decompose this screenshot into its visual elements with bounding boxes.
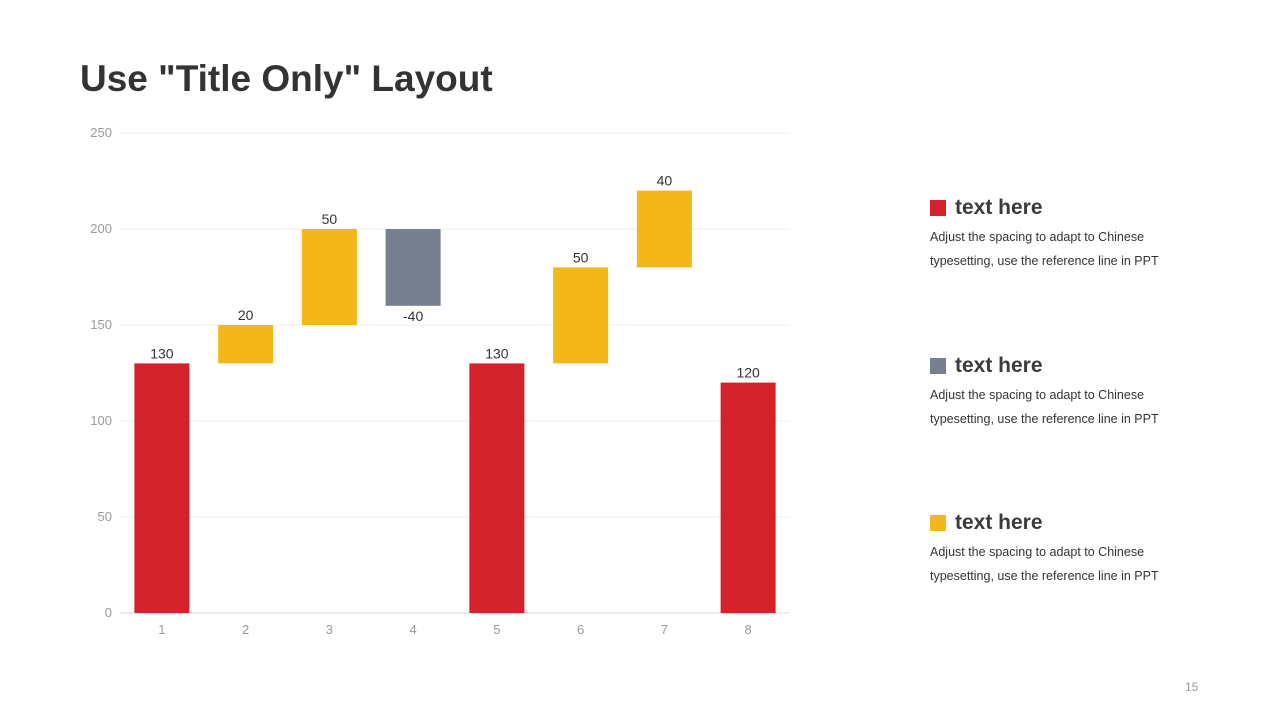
data-label: 50 xyxy=(573,249,589,265)
bar-total xyxy=(134,363,190,613)
legend-description: Adjust the spacing to adapt to Chinese t… xyxy=(930,230,1159,268)
slide-title: Use "Title Only" Layout xyxy=(80,58,493,99)
legend-swatch-yellow xyxy=(930,515,946,531)
y-tick-label: 100 xyxy=(90,413,112,428)
y-tick-label: 150 xyxy=(90,317,112,332)
y-tick-label: 200 xyxy=(90,221,112,236)
bar-increase xyxy=(636,190,692,268)
y-tick-label: 250 xyxy=(90,125,112,140)
x-tick-label: 7 xyxy=(661,622,668,637)
waterfall-chart: 0501001502002501301202503-40413055064071… xyxy=(90,125,790,637)
bar-decrease xyxy=(385,229,441,306)
x-tick-label: 4 xyxy=(410,622,417,637)
y-tick-label: 0 xyxy=(105,605,112,620)
legend-item-total: text here Adjust the spacing to adapt to… xyxy=(930,193,1230,273)
legend-title: text here xyxy=(955,354,1043,377)
x-tick-label: 5 xyxy=(493,622,500,637)
data-label: 20 xyxy=(238,307,254,323)
x-tick-label: 6 xyxy=(577,622,584,637)
data-label: 130 xyxy=(485,345,509,361)
legend-title: text here xyxy=(955,511,1043,534)
bar-increase xyxy=(218,325,274,364)
legend-description: Adjust the spacing to adapt to Chinese t… xyxy=(930,545,1159,583)
data-label: 40 xyxy=(657,173,673,189)
legend-swatch-red xyxy=(930,200,946,216)
data-label: 130 xyxy=(150,345,174,361)
data-label: -40 xyxy=(403,308,423,324)
x-tick-label: 8 xyxy=(745,622,752,637)
data-label: 50 xyxy=(322,211,338,227)
bar-total xyxy=(720,382,776,613)
legend-item-decrease: text here Adjust the spacing to adapt to… xyxy=(930,351,1230,431)
y-tick-label: 50 xyxy=(98,509,112,524)
data-label: 120 xyxy=(736,365,760,381)
bar-increase xyxy=(301,229,357,325)
legend-swatch-gray xyxy=(930,358,946,374)
legend-title: text here xyxy=(955,196,1043,219)
bar-total xyxy=(469,363,525,613)
legend-description: Adjust the spacing to adapt to Chinese t… xyxy=(930,388,1159,426)
page-number: 15 xyxy=(1185,680,1199,694)
x-tick-label: 2 xyxy=(242,622,249,637)
x-tick-label: 3 xyxy=(326,622,333,637)
x-tick-label: 1 xyxy=(158,622,165,637)
legend-item-increase: text here Adjust the spacing to adapt to… xyxy=(930,508,1230,588)
bar-increase xyxy=(553,267,609,364)
